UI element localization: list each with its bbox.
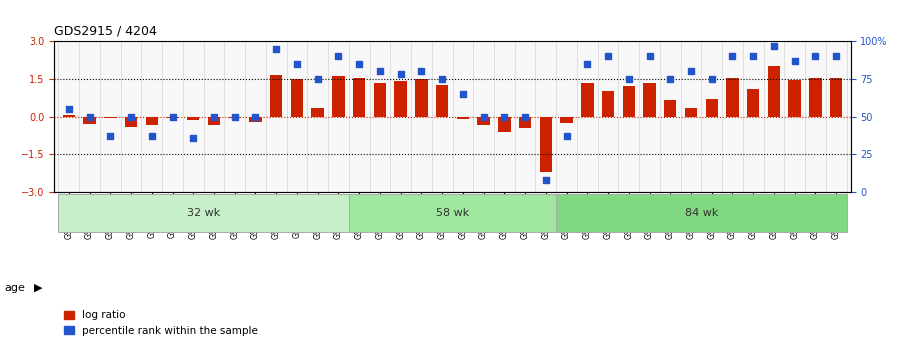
Point [186,135,201,140]
Bar [643,83,656,117]
Bar [270,75,282,117]
Point [310,76,325,82]
Point [103,133,118,139]
Bar [457,117,469,119]
Point [476,114,491,119]
Text: ▶: ▶ [34,283,43,293]
Point [808,54,823,59]
Point [663,76,678,82]
Bar [228,117,241,118]
Point [290,61,304,67]
Bar [415,79,427,117]
Bar [581,83,594,117]
Point [643,54,657,59]
Point [166,114,180,119]
Point [787,58,802,64]
Point [227,114,242,119]
Point [497,114,511,119]
Bar [187,117,199,120]
Point [455,91,470,97]
Bar [726,78,738,117]
Bar [62,115,75,117]
Text: 58 wk: 58 wk [436,208,469,218]
Point [62,106,76,112]
Point [394,72,408,77]
Legend: log ratio, percentile rank within the sample: log ratio, percentile rank within the sa… [60,306,262,340]
Point [269,46,283,52]
Bar [249,117,262,121]
FancyBboxPatch shape [557,194,846,233]
Bar [125,117,138,127]
Text: 84 wk: 84 wk [685,208,718,218]
Point [206,114,221,119]
Point [82,114,97,119]
Bar [830,78,843,117]
Bar [788,80,801,117]
Bar [747,89,759,117]
Bar [291,79,303,117]
Bar [767,67,780,117]
Bar [436,85,448,117]
Point [124,114,138,119]
Bar [706,99,718,117]
Point [829,54,843,59]
Point [684,69,699,74]
Point [601,54,615,59]
Bar [809,78,822,117]
Point [725,54,739,59]
Point [435,76,450,82]
Point [352,61,367,67]
Point [538,177,553,183]
Text: GDS2915 / 4204: GDS2915 / 4204 [54,24,157,37]
Bar [332,77,345,117]
Point [767,43,781,49]
Point [518,114,532,119]
Point [331,54,346,59]
Bar [623,87,635,117]
Bar [664,100,676,117]
Bar [311,108,324,117]
Point [559,133,574,139]
Point [145,133,159,139]
Point [414,69,429,74]
Bar [353,78,366,117]
Text: 32 wk: 32 wk [187,208,220,218]
Bar [519,117,531,128]
FancyBboxPatch shape [348,194,557,233]
Bar [685,108,697,117]
Bar [539,117,552,171]
Bar [560,117,573,123]
Bar [477,117,490,125]
Point [580,61,595,67]
FancyBboxPatch shape [59,194,348,233]
Bar [167,117,178,118]
Bar [208,117,220,125]
Text: age: age [5,283,25,293]
Point [704,76,719,82]
Bar [395,81,407,117]
Point [248,114,262,119]
Bar [602,91,614,117]
Point [746,54,760,59]
Point [622,76,636,82]
Bar [83,117,96,124]
Bar [104,117,117,118]
Bar [146,117,158,125]
Bar [374,83,386,117]
Point [373,69,387,74]
Bar [498,117,510,131]
